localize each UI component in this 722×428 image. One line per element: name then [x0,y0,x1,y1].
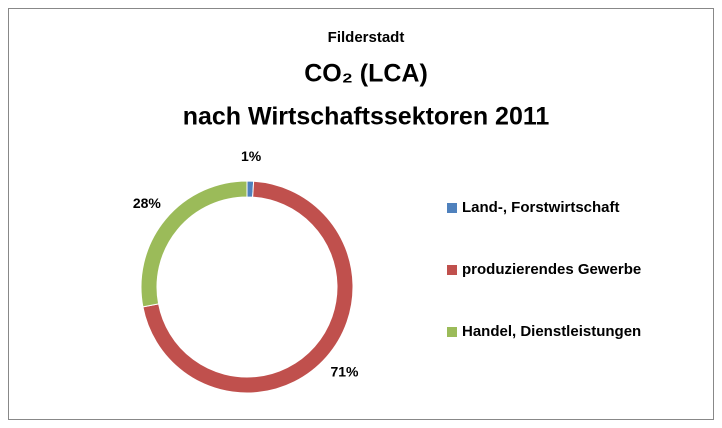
data-label: 71% [330,364,359,380]
chart-title: CO₂ (LCA) [304,60,428,88]
legend-label: produzierendes Gewerbe [462,261,641,278]
legend-label: Land-, Forstwirtschaft [462,199,620,216]
chart-title: Filderstadt [328,29,405,46]
legend-swatch [447,203,457,213]
legend-swatch [447,327,457,337]
data-label: 1% [241,148,262,164]
chart-frame [8,8,714,420]
legend-label: Handel, Dienstleistungen [462,323,641,340]
legend-swatch [447,265,457,275]
chart-title: nach Wirtschaftssektoren 2011 [183,103,550,131]
data-label: 28% [133,195,162,211]
donut-segment [142,180,354,394]
donut-segment [140,180,248,308]
